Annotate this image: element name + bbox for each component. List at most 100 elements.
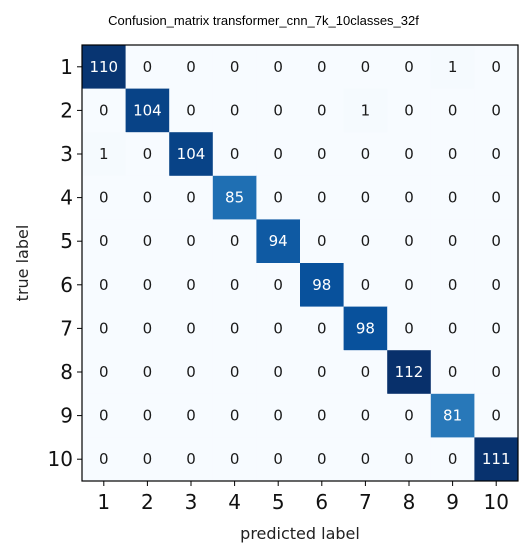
- cell-value-label: 112: [395, 363, 424, 381]
- matrix-cell: [169, 88, 214, 133]
- matrix-cell: [212, 306, 257, 351]
- matrix-cell: [430, 263, 475, 308]
- matrix-cell: [82, 350, 127, 395]
- matrix-cell: [300, 437, 345, 482]
- matrix-cell: [212, 88, 257, 133]
- x-tick-label: 8: [403, 490, 416, 514]
- cell-value-label: 0: [317, 407, 327, 425]
- matrix-cell: [430, 219, 475, 264]
- cell-value-label: 0: [273, 189, 283, 207]
- matrix-cell: [474, 350, 519, 395]
- matrix-cell: [212, 350, 257, 395]
- cell-value-label: 0: [143, 319, 153, 337]
- cell-value-label: 0: [99, 101, 109, 119]
- y-tick-label: 4: [60, 186, 73, 210]
- cell-value-label: 0: [273, 101, 283, 119]
- matrix-cell: [125, 88, 170, 133]
- cell-value-label: 0: [448, 145, 458, 163]
- matrix-cell: [387, 393, 432, 438]
- y-tick-label: 2: [60, 98, 73, 122]
- matrix-cell: [430, 132, 475, 177]
- matrix-cell: [256, 437, 301, 482]
- cell-value-label: 0: [186, 319, 196, 337]
- cell-value-label: 0: [491, 363, 501, 381]
- cell-value-label: 0: [448, 319, 458, 337]
- cell-value-label: 0: [186, 276, 196, 294]
- cell-value-label: 0: [317, 319, 327, 337]
- cell-value-label: 0: [230, 450, 240, 468]
- cell-value-label: 0: [99, 276, 109, 294]
- cell-value-label: 81: [443, 407, 462, 425]
- matrix-cell: [169, 350, 214, 395]
- matrix-cell: [430, 45, 475, 90]
- matrix-cell: [387, 132, 432, 177]
- cell-value-label: 0: [448, 101, 458, 119]
- cell-value-label: 0: [491, 276, 501, 294]
- matrix-cell: [430, 175, 475, 220]
- cell-value-label: 0: [99, 189, 109, 207]
- cell-value-label: 98: [356, 319, 375, 337]
- matrix-cell: [300, 132, 345, 177]
- cell-value-label: 0: [143, 407, 153, 425]
- matrix-cell: [256, 132, 301, 177]
- cell-value-label: 0: [317, 450, 327, 468]
- matrix-cell: [256, 350, 301, 395]
- matrix-cell: [474, 132, 519, 177]
- matrix-cell: [343, 350, 388, 395]
- matrix-cell: [430, 350, 475, 395]
- cell-value-label: 0: [491, 101, 501, 119]
- cell-value-label: 0: [448, 232, 458, 250]
- matrix-cell: [212, 393, 257, 438]
- matrix-cell: [169, 393, 214, 438]
- chart-title: Confusion_matrix transformer_cnn_7k_10cl…: [108, 13, 419, 28]
- matrix-cell: [125, 263, 170, 308]
- y-tick-label: 9: [60, 404, 73, 428]
- cell-value-label: 0: [143, 58, 153, 76]
- cell-value-label: 0: [273, 363, 283, 381]
- cell-value-label: 0: [317, 363, 327, 381]
- cell-value-label: 0: [99, 407, 109, 425]
- matrix-cell: [125, 393, 170, 438]
- cell-value-label: 0: [317, 232, 327, 250]
- cell-value-label: 0: [230, 101, 240, 119]
- matrix-cell: [430, 306, 475, 351]
- matrix-cell: [212, 132, 257, 177]
- matrix-cell: [387, 306, 432, 351]
- matrix-cell: [212, 263, 257, 308]
- cell-value-label: 0: [361, 58, 371, 76]
- matrix-cell: [82, 45, 127, 90]
- matrix-cell: [125, 45, 170, 90]
- matrix-cell: [343, 88, 388, 133]
- cell-value-label: 0: [273, 450, 283, 468]
- cell-value-label: 0: [404, 58, 414, 76]
- y-axis-label: true label: [13, 225, 32, 302]
- matrix-cell: [387, 175, 432, 220]
- matrix-cell: [256, 175, 301, 220]
- matrix-cell: [343, 393, 388, 438]
- cell-value-label: 0: [361, 189, 371, 207]
- cell-value-label: 0: [186, 232, 196, 250]
- cell-value-label: 0: [491, 407, 501, 425]
- cell-value-label: 0: [186, 58, 196, 76]
- x-tick-label: 3: [185, 490, 198, 514]
- matrix-cell: [82, 263, 127, 308]
- matrix-cell: [125, 437, 170, 482]
- matrix-cell: [387, 88, 432, 133]
- x-tick-label: 1: [97, 490, 110, 514]
- matrix-cell: [169, 437, 214, 482]
- matrix-cell: [300, 393, 345, 438]
- matrix-cell: [343, 437, 388, 482]
- matrix-cell: [212, 175, 257, 220]
- matrix-cell: [300, 263, 345, 308]
- y-tick-label: 3: [60, 142, 73, 166]
- cell-value-label: 0: [230, 232, 240, 250]
- matrix-cell: [125, 350, 170, 395]
- cell-value-label: 0: [273, 58, 283, 76]
- cell-value-label: 0: [404, 189, 414, 207]
- y-tick-label: 1: [60, 55, 73, 79]
- cell-value-label: 0: [143, 189, 153, 207]
- matrix-cell: [125, 306, 170, 351]
- matrix-cell: [387, 219, 432, 264]
- cell-value-label: 111: [482, 450, 511, 468]
- matrix-cell: [300, 88, 345, 133]
